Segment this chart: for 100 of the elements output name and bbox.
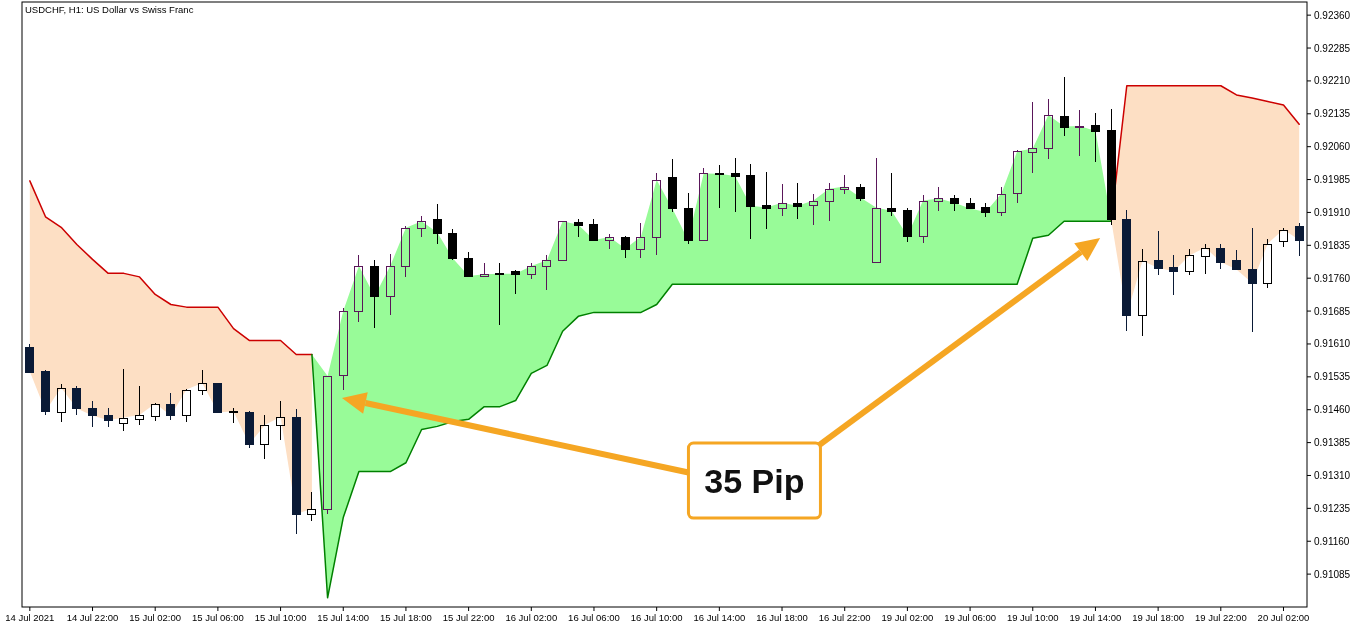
- y-tick-label: 0.91235: [1314, 502, 1351, 514]
- candlestick: [668, 158, 677, 213]
- candlestick: [684, 192, 693, 245]
- candlestick: [135, 385, 144, 426]
- annotation: 35 Pip: [704, 461, 805, 500]
- candlestick: [386, 253, 395, 316]
- x-tick-label: 16 Jul 02:00: [505, 612, 558, 623]
- candlestick: [307, 491, 316, 522]
- candlestick: [276, 400, 285, 441]
- y-tick-label: 0.92135: [1314, 108, 1351, 120]
- candlestick: [1263, 238, 1272, 289]
- candlestick: [480, 262, 489, 277]
- candlestick: [809, 193, 818, 226]
- candlestick: [260, 414, 269, 460]
- candlestick: [950, 194, 959, 212]
- y-tick-label: 0.91910: [1314, 206, 1351, 218]
- candlestick: [1232, 249, 1241, 270]
- candlestick: [919, 194, 928, 244]
- x-tick-label: 15 Jul 02:00: [129, 612, 182, 623]
- candlestick: [825, 182, 834, 222]
- candlestick: [605, 233, 614, 250]
- candlestick: [887, 172, 896, 217]
- candlestick: [1028, 101, 1037, 174]
- x-tick-label: 20 Jul 02:00: [1257, 612, 1310, 623]
- x-tick-label: 15 Jul 14:00: [317, 612, 370, 623]
- x-tick-label: 15 Jul 22:00: [442, 612, 495, 623]
- y-tick-label: 0.91535: [1314, 371, 1351, 383]
- candlestick: [25, 343, 34, 373]
- y-tick-label: 0.91160: [1314, 535, 1350, 547]
- x-tick-label: 16 Jul 06:00: [568, 612, 620, 623]
- candlestick: [574, 218, 583, 238]
- candlestick: [433, 203, 442, 245]
- candlestick: [793, 182, 802, 220]
- y-tick-label: 0.92360: [1314, 9, 1351, 21]
- x-tick-label: 14 Jul 2021: [5, 612, 55, 623]
- candlestick: [746, 163, 755, 240]
- candlestick: [495, 262, 504, 326]
- candlestick: [1248, 227, 1257, 333]
- x-tick-label: 15 Jul 06:00: [192, 612, 244, 623]
- candlestick: [636, 222, 645, 259]
- x-tick-label: 19 Jul 06:00: [944, 612, 996, 623]
- candlestick: [1185, 248, 1194, 276]
- candlestick: [1201, 243, 1210, 275]
- candlestick: [731, 157, 740, 213]
- y-tick-label: 0.91610: [1314, 338, 1351, 350]
- candlestick: [715, 164, 724, 209]
- x-tick-label: 19 Jul 10:00: [1006, 612, 1059, 623]
- candlestick: [1122, 209, 1131, 332]
- y-tick-label: 0.91760: [1314, 272, 1351, 284]
- candlestick: [1154, 230, 1163, 276]
- x-tick-label: 14 Jul 22:00: [66, 612, 119, 623]
- candlestick: [1044, 98, 1053, 160]
- x-tick-label: 19 Jul 22:00: [1194, 612, 1247, 623]
- candlestick: [1169, 254, 1178, 296]
- candlestick: [401, 225, 410, 278]
- candlestick: [511, 271, 520, 295]
- candlestick: [527, 262, 536, 280]
- candlestick: [198, 369, 207, 396]
- candlestick: [1107, 108, 1116, 226]
- candlestick: [104, 407, 113, 428]
- y-tick-label: 0.91835: [1314, 239, 1351, 251]
- x-tick-label: 16 Jul 10:00: [630, 612, 683, 623]
- candlestick: [1091, 112, 1100, 163]
- x-tick-label: 19 Jul 02:00: [881, 612, 934, 623]
- y-tick-label: 0.91685: [1314, 305, 1351, 317]
- candlestick: [166, 393, 175, 421]
- y-tick-label: 0.91085: [1314, 568, 1351, 580]
- candlestick: [840, 174, 849, 195]
- candlestick: [339, 307, 348, 391]
- y-tick-label: 0.91385: [1314, 437, 1351, 449]
- candlestick: [245, 412, 254, 449]
- candlestick: [621, 237, 630, 259]
- candlestick: [417, 215, 426, 238]
- candlestick: [652, 172, 661, 256]
- chart-title: USDCHF, H1: US Dollar vs Swiss Franc: [25, 4, 194, 15]
- candlestick: [370, 259, 379, 329]
- candlestick: [872, 157, 881, 263]
- candlestick: [934, 186, 943, 212]
- x-tick-label: 16 Jul 22:00: [818, 612, 871, 623]
- candlestick: [762, 171, 771, 230]
- candlestick: [542, 254, 551, 291]
- candlestick: [57, 383, 66, 423]
- x-tick-label: 15 Jul 10:00: [254, 612, 307, 623]
- y-tick-label: 0.92285: [1314, 42, 1351, 54]
- y-tick-label: 0.92210: [1314, 75, 1351, 87]
- candlestick: [292, 408, 301, 535]
- candlestick: [354, 254, 363, 323]
- x-tick-label: 19 Jul 18:00: [1132, 612, 1185, 623]
- x-tick-label: 16 Jul 18:00: [756, 612, 808, 623]
- candlestick: [119, 368, 128, 432]
- candlestick: [1013, 151, 1022, 204]
- y-tick-label: 0.91985: [1314, 174, 1351, 186]
- candlestick: [1295, 222, 1304, 257]
- candlestick: [1138, 248, 1147, 337]
- x-tick-label: 15 Jul 18:00: [380, 612, 432, 623]
- x-tick-label: 16 Jul 14:00: [693, 612, 746, 623]
- x-tick-label: 19 Jul 14:00: [1069, 612, 1122, 623]
- candlestick: [997, 186, 1006, 217]
- candlestick: [778, 183, 787, 217]
- candlestick: [1060, 76, 1069, 137]
